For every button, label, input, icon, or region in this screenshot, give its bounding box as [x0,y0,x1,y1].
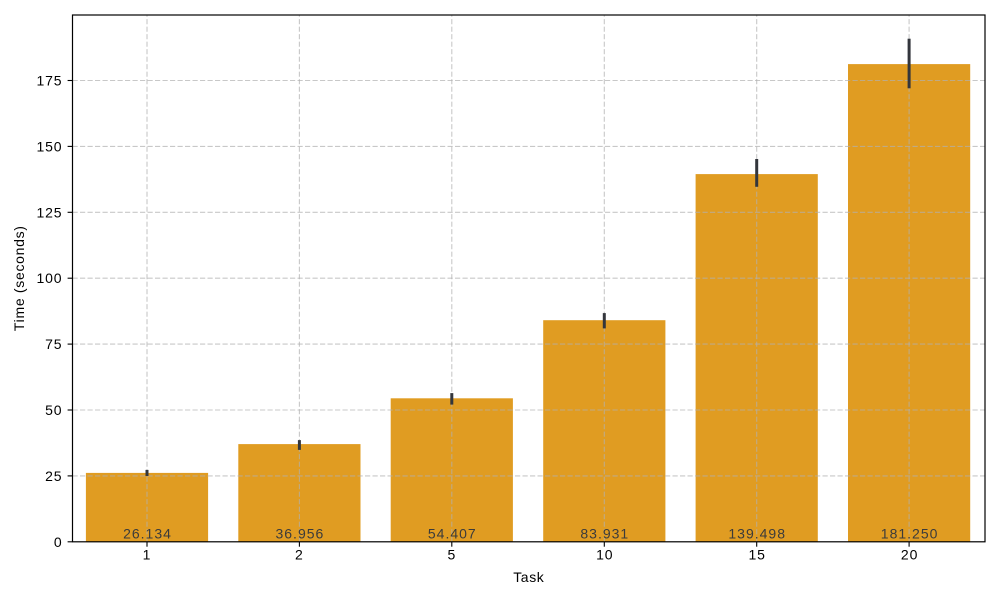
svg-text:25: 25 [45,468,62,484]
svg-text:Time (seconds): Time (seconds) [11,225,27,331]
svg-text:75: 75 [45,336,62,352]
svg-text:83.931: 83.931 [580,526,629,542]
svg-text:54.407: 54.407 [428,526,477,542]
svg-text:50: 50 [45,402,62,418]
svg-text:125: 125 [36,204,62,220]
svg-text:26.134: 26.134 [123,526,172,542]
svg-text:Task: Task [513,569,545,585]
svg-text:1: 1 [143,546,152,562]
svg-text:175: 175 [36,73,62,89]
svg-text:181.250: 181.250 [881,526,939,542]
svg-text:150: 150 [36,138,62,154]
svg-text:100: 100 [36,270,62,286]
svg-text:36.956: 36.956 [275,526,324,542]
svg-text:20: 20 [901,546,918,562]
svg-text:10: 10 [596,546,613,562]
svg-text:5: 5 [447,546,456,562]
svg-text:0: 0 [54,534,63,550]
svg-text:15: 15 [749,546,766,562]
svg-text:139.498: 139.498 [728,526,786,542]
svg-text:2: 2 [295,546,304,562]
